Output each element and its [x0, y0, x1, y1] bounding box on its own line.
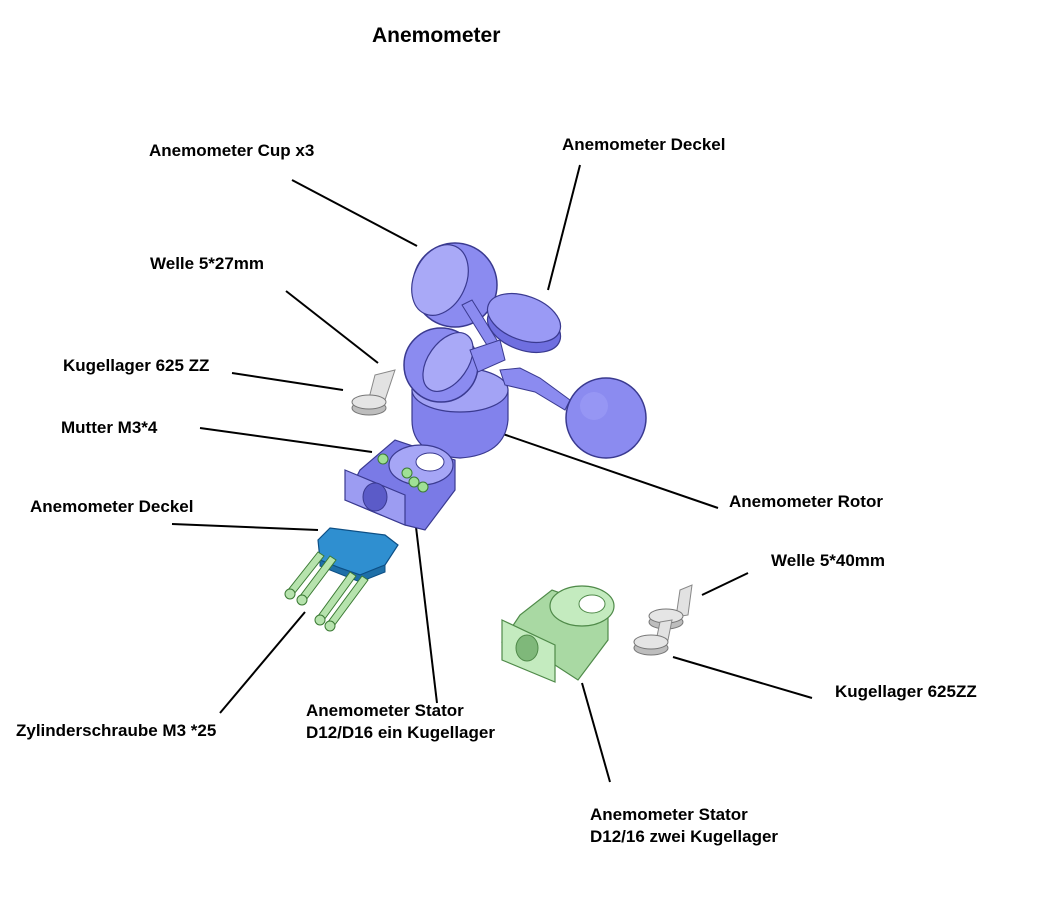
label-kugellager-625-zz: Kugellager 625 ZZ — [63, 356, 210, 375]
leader-welle-40 — [701, 572, 749, 596]
label-mutter: Mutter M3*4 — [61, 418, 158, 437]
stator-one-bearing-part — [344, 439, 456, 531]
leader-welle-27 — [285, 290, 379, 364]
anemometer-deckel-top-part — [486, 292, 562, 354]
leader-mutter — [199, 427, 373, 453]
diagram-title: Anemometer — [372, 24, 501, 47]
leader-rotor — [499, 432, 719, 509]
label-welle-40: Welle 5*40mm — [771, 551, 886, 570]
label-kugellager-625zz: Kugellager 625ZZ — [835, 682, 977, 701]
anemometer-rotor-part — [403, 327, 647, 459]
anemometer-deckel-blue-part — [317, 527, 399, 583]
leader-kugellager-625-zz — [231, 372, 344, 391]
label-stator-one-line1: Anemometer Stator — [306, 701, 464, 720]
leader-deckel-left — [171, 523, 319, 531]
label-anemometer-rotor: Anemometer Rotor — [729, 492, 883, 511]
stator-two-bearings-part — [501, 585, 615, 683]
leader-zylinderschraube — [219, 611, 306, 714]
label-stator-two-line1: Anemometer Stator — [590, 805, 748, 824]
leader-deckel-top — [547, 164, 581, 291]
label-anemometer-deckel-left: Anemometer Deckel — [30, 497, 194, 516]
label-stator-two-line2: D12/16 zwei Kugellager — [590, 827, 779, 846]
label-stator-one-line2: D12/D16 ein Kugellager — [306, 723, 495, 742]
label-anemometer-deckel-top: Anemometer Deckel — [562, 135, 726, 154]
welle-27-and-bearing — [351, 369, 396, 416]
label-zylinderschraube: Zylinderschraube M3 *25 — [16, 721, 217, 740]
welle-40-and-bearings — [633, 584, 693, 656]
leader-kugellager-625zz — [672, 656, 813, 699]
leader-cup — [291, 179, 418, 247]
leader-stator-two — [581, 682, 611, 783]
leader-stator-one — [415, 526, 438, 704]
label-anemometer-cup: Anemometer Cup x3 — [149, 141, 315, 160]
label-welle-27: Welle 5*27mm — [150, 254, 265, 273]
zylinderschraube-screws — [284, 551, 369, 632]
leader-lines — [171, 164, 813, 783]
anemometer-cup-top — [411, 242, 501, 351]
